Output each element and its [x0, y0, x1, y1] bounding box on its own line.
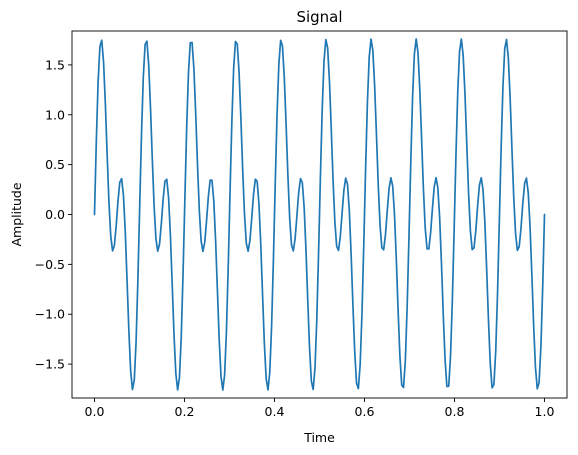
- chart-title: Signal: [296, 8, 342, 26]
- x-tick-label: 0.4: [265, 404, 285, 419]
- y-tick-label: 1.0: [45, 107, 65, 122]
- x-axis-label: Time: [303, 430, 335, 445]
- series-line: [93, 38, 546, 391]
- x-tick-label: 1.0: [535, 404, 555, 419]
- x-tick-label: 0.6: [355, 404, 375, 419]
- y-tick-label: 0.5: [45, 157, 65, 172]
- y-tick-label: −0.5: [35, 257, 65, 272]
- x-axis-ticks: 0.0 0.2 0.4 0.6 0.8 1.0: [85, 398, 555, 419]
- x-tick-label: 0.0: [85, 404, 105, 419]
- y-axis-ticks: 1.5 1.0 0.5 0.0 −0.5 −1.0 −1.5: [35, 57, 72, 372]
- x-tick-label: 0.2: [175, 404, 195, 419]
- axes-frame: [71, 30, 568, 399]
- y-tick-label: 1.5: [45, 57, 65, 72]
- y-tick-label: 0.0: [45, 207, 65, 222]
- plot-area: [93, 38, 546, 391]
- x-tick-label: 0.8: [445, 404, 465, 419]
- y-tick-label: −1.5: [35, 357, 65, 372]
- y-tick-label: −1.0: [35, 307, 65, 322]
- y-axis-label: Amplitude: [9, 182, 24, 246]
